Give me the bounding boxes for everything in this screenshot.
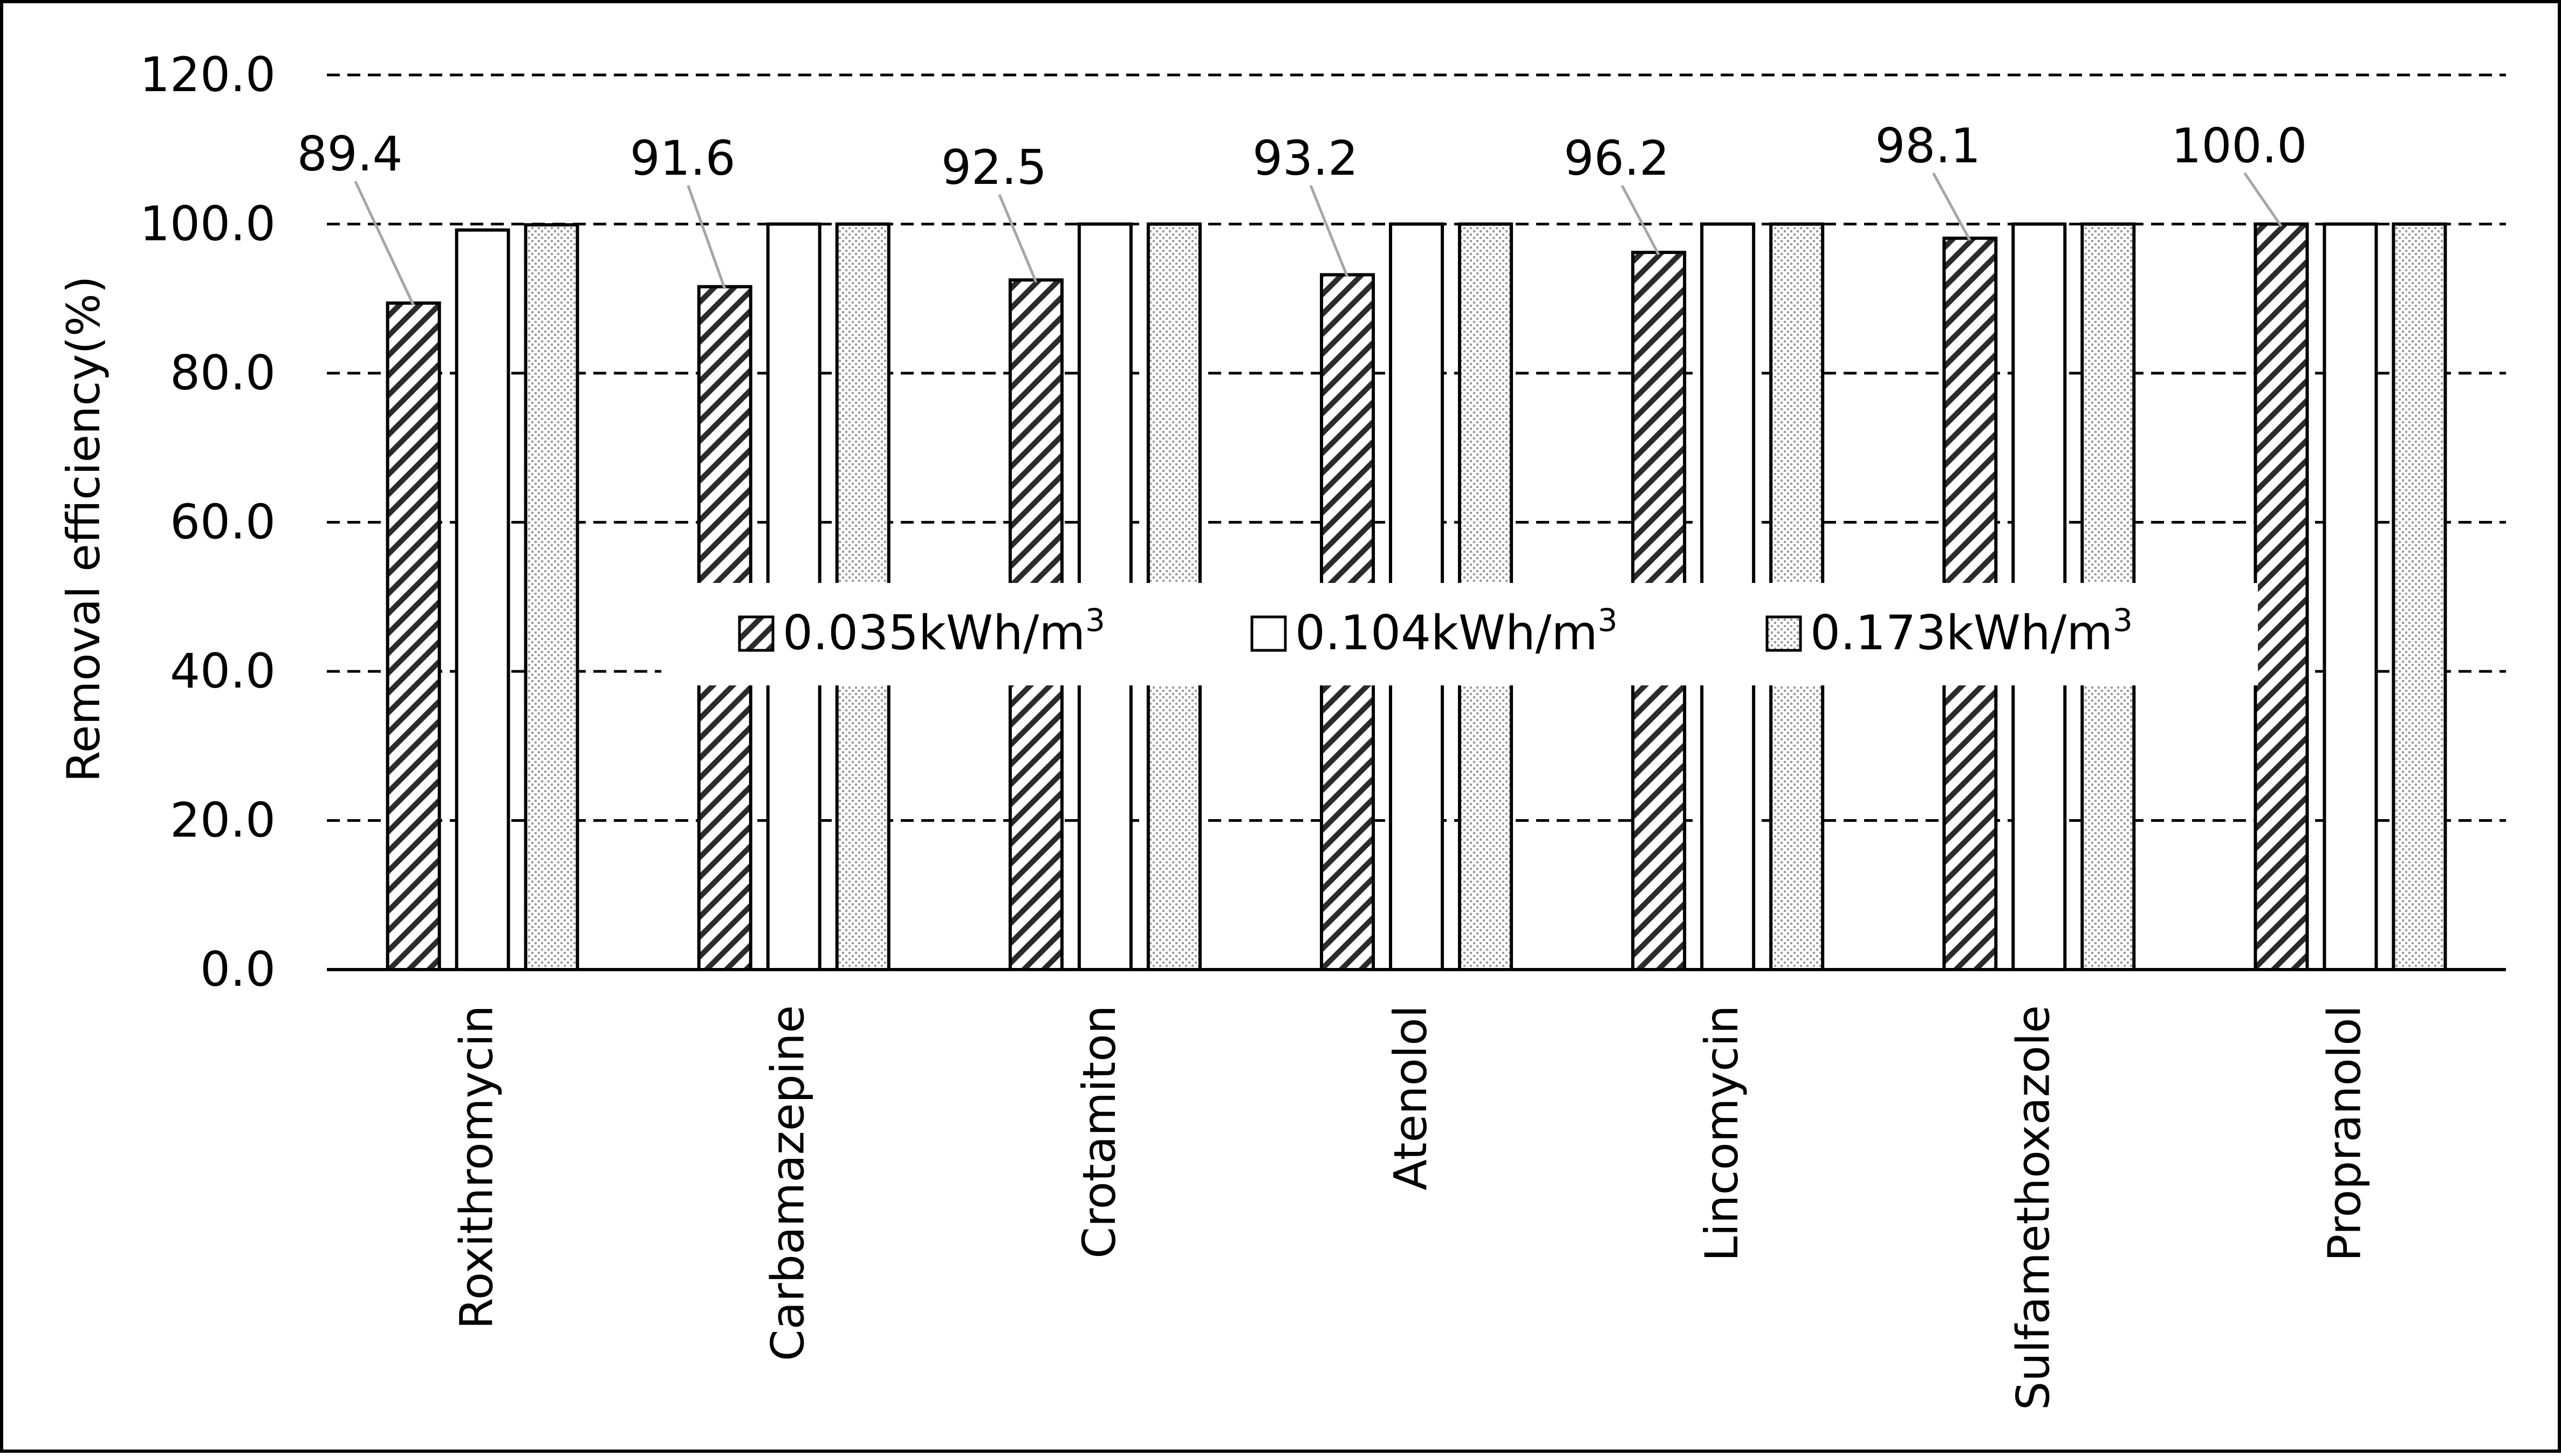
y-axis-title: Removal efficiency(%): [57, 276, 110, 782]
y-tick-label: 60.0: [170, 495, 276, 550]
bar-series-0-035: [2254, 222, 2309, 971]
data-label: 91.6: [630, 131, 736, 186]
legend-swatch-series-0-035: [738, 615, 775, 652]
leader-line: [1932, 172, 1971, 241]
data-label: 96.2: [1564, 131, 1669, 186]
bar-series-0-035: [386, 301, 441, 971]
leader-line: [998, 194, 1038, 283]
y-tick-label: 20.0: [170, 793, 276, 848]
y-tick-label: 0.0: [200, 942, 276, 997]
x-tick-label: Carbamazepine: [762, 1005, 814, 1361]
legend: 0.035kWh/m3 0.104kWh/m3 0.173kWh/m3: [661, 583, 2258, 685]
bar-chart: 0.0 20.0 40.0 60.0 80.0 100.0 120.0 Roxithromyc…: [57, 47, 2506, 1410]
leader-line: [1309, 185, 1349, 278]
legend-swatch-series-0-104: [1250, 615, 1287, 652]
axes: 0.0 20.0 40.0 60.0 80.0 100.0 120.0 Roxithromyc…: [140, 47, 2506, 1410]
data-label: 98.1: [1875, 118, 1981, 174]
x-tick-label: Propranolol: [2318, 1005, 2371, 1261]
leader-line: [687, 185, 727, 290]
bar-series-0-104: [2323, 222, 2378, 971]
y-tick-label: 80.0: [170, 345, 276, 401]
x-tick-label: Lincomycin: [1695, 1005, 1748, 1261]
legend-label: 0.173kWh/m3: [1810, 602, 2133, 661]
x-tick-label: Crotamiton: [1073, 1005, 1126, 1259]
legend-label: 0.104kWh/m3: [1295, 602, 1618, 661]
data-labels: 89.4 91.6 92.5 93.2 96.2 98.1 100.0: [297, 118, 2307, 306]
leader-line: [2243, 172, 2283, 227]
data-label: 100.0: [2171, 118, 2307, 174]
bar-series-0-173: [524, 223, 579, 972]
y-tick-label: 120.0: [140, 47, 276, 102]
legend-box: [661, 583, 2258, 685]
data-label: 92.5: [941, 140, 1047, 195]
legend-label: 0.035kWh/m3: [783, 602, 1105, 661]
data-label: 93.2: [1252, 131, 1358, 186]
x-tick-label: Atenolol: [1384, 1005, 1437, 1190]
legend-swatch-series-0-173: [1765, 615, 1802, 652]
y-tick-label: 40.0: [170, 643, 276, 699]
x-tick-label: Sulfamethoxazole: [2007, 1005, 2059, 1410]
leader-line: [1620, 184, 1660, 256]
y-tick-label: 100.0: [140, 196, 276, 252]
bar-series-0-173: [2392, 222, 2447, 971]
leader-line: [354, 180, 415, 306]
x-tick-label: Roxithromycin: [450, 1005, 503, 1329]
data-label: 89.4: [297, 126, 403, 182]
bar-series-0-104: [455, 228, 510, 971]
